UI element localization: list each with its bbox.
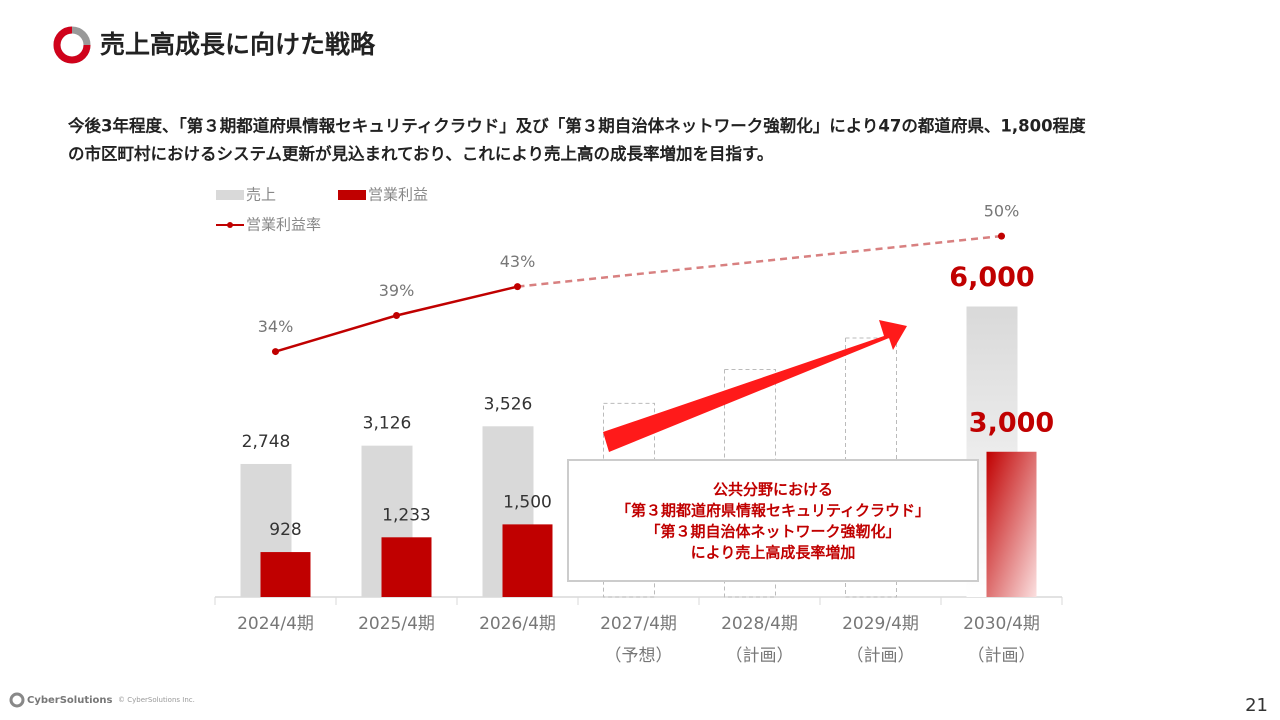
- line-marker: [998, 232, 1005, 240]
- bar: [260, 552, 311, 597]
- page-number: 21: [1245, 695, 1268, 716]
- line-projection: [517, 234, 1002, 288]
- data-label: 928: [269, 520, 301, 540]
- footer-copyright: © CyberSolutions Inc.: [118, 696, 195, 704]
- data-label: 34%: [258, 317, 294, 336]
- x-tick-note: （計画）: [968, 646, 1036, 666]
- callout-text: により売上高成長率増加: [691, 544, 856, 562]
- lead-text: 今後3年程度、「第３期都道府県情報セキュリティクラウド」及び「第３期自治体ネット…: [67, 116, 1086, 136]
- legend-label: 営業利益: [368, 186, 428, 204]
- x-tick-label: 2028/4期: [721, 614, 798, 634]
- data-label: 3,526: [484, 394, 533, 414]
- legend-swatch: [216, 190, 244, 200]
- data-label: 50%: [984, 202, 1020, 221]
- bar: [986, 451, 1037, 597]
- x-tick-note: （計画）: [726, 646, 794, 666]
- callout-text: 「第３期自治体ネットワーク強靭化」: [645, 523, 900, 541]
- callout-box: [567, 459, 979, 582]
- legend-label: 営業利益率: [246, 216, 321, 234]
- x-tick-label: 2026/4期: [479, 614, 556, 634]
- callout-text: 「第３期都道府県情報セキュリティクラウド」: [616, 502, 930, 520]
- callout-text: 公共分野における: [713, 481, 833, 499]
- bar: [502, 524, 553, 597]
- slide-title: 売上高成長に向けた戦略: [100, 30, 376, 59]
- x-tick-label: 2029/4期: [842, 614, 919, 634]
- x-tick-label: 2030/4期: [963, 614, 1040, 634]
- data-label: 43%: [500, 252, 536, 271]
- footer-logo: [9, 692, 25, 708]
- data-label: 1,233: [382, 505, 431, 525]
- growth-arrow: [603, 320, 907, 452]
- x-tick-note: （計画）: [847, 646, 915, 666]
- data-label: 6,000: [949, 262, 1034, 293]
- data-label: 3,126: [363, 414, 412, 434]
- data-label: 1,500: [503, 492, 552, 512]
- x-tick-label: 2024/4期: [237, 614, 314, 634]
- lead-text: の市区町村におけるシステム更新が見込まれており、これにより売上高の成長率増加を目…: [68, 144, 773, 164]
- legend-swatch: [338, 190, 366, 200]
- x-tick-label: 2025/4期: [358, 614, 435, 634]
- data-label: 39%: [379, 281, 415, 300]
- line-marker: [272, 348, 279, 356]
- line-marker: [393, 311, 400, 319]
- logo: [53, 26, 91, 64]
- x-tick-note: （予想）: [605, 646, 673, 666]
- data-label: 3,000: [969, 407, 1054, 438]
- x-tick-label: 2027/4期: [600, 614, 677, 634]
- legend-marker: [227, 222, 233, 228]
- line-marker: [514, 283, 521, 291]
- data-label: 2,748: [242, 432, 291, 452]
- footer-brand: CyberSolutions: [27, 695, 113, 706]
- bar: [381, 537, 432, 597]
- legend-label: 売上: [246, 186, 276, 204]
